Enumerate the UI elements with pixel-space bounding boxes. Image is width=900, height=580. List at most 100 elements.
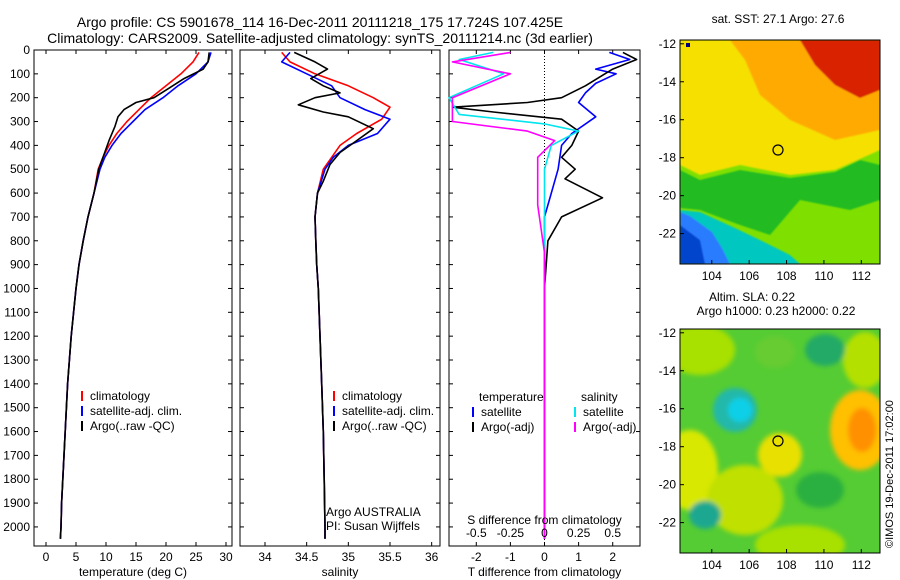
sla-map-lat-label: -20: [659, 478, 677, 492]
sst-map-lon-label: 110: [814, 269, 833, 283]
legend-salinity-label: satellite: [583, 405, 624, 419]
sla-map-lat-label: -14: [659, 364, 677, 378]
difference-profile-line-t-satellite: [543, 51, 631, 539]
sst-map-lat-label: -18: [659, 151, 677, 165]
sla-map-lon-label: 112: [852, 558, 871, 572]
salinity-profile-line-argo-raw-qc: [293, 51, 375, 539]
sst-map-lat-label: -22: [659, 227, 677, 241]
depth-tick-label: 1100: [4, 305, 30, 319]
sst-land-cell: [686, 43, 690, 47]
temperature-profile-xtick-label: 25: [189, 550, 203, 564]
salinity-profile-legend-label: Argo(..raw -QC): [342, 419, 427, 433]
temperature-panel: 0 5 10 15 20 25 30 temperature (deg C) 0 100 200 30…: [3, 43, 233, 579]
difference-profile-xtick-label: 1: [575, 550, 582, 564]
depth-tick-label: 200: [10, 91, 30, 105]
depth-tick-label: 1300: [3, 353, 30, 367]
difference-profile-xtick-label: 2: [609, 550, 616, 564]
depth-tick-label: 300: [10, 115, 30, 129]
salinity-annotation-line: PI: Susan Wijffels: [326, 519, 420, 533]
temperature-profile-xtick-label: 5: [73, 550, 80, 564]
temperature-profile-legend-label: Argo(..raw -QC): [90, 419, 175, 433]
depth-tick-label: 1900: [3, 496, 30, 510]
sla-map-lat-label: -12: [659, 326, 677, 340]
legend-temperature-label: Argo(-adj): [481, 420, 534, 434]
salinity-profile-xtick-label: 34: [258, 550, 272, 564]
salinity-annotation-line: Argo AUSTRALIA: [326, 505, 421, 519]
sst-map-lat-label: -14: [659, 75, 677, 89]
salinity-profile-xtick-label: 35.5: [378, 550, 402, 564]
sla-map-lat-label: -22: [659, 516, 677, 530]
difference-profile-line-t-argo-adj: [451, 51, 638, 539]
legend-salinity-heading: salinity: [581, 390, 618, 404]
sst-map-lat-label: -20: [659, 189, 677, 203]
depth-tick-label: 0: [23, 43, 30, 57]
sla-argo-marker: [772, 435, 784, 447]
salinity-profile-xtick-label: 35: [342, 550, 356, 564]
sdiff-tick-label: 0.25: [567, 526, 591, 540]
sla-map-lat-label: -16: [659, 402, 677, 416]
salinity-profile-legend-label: climatology: [342, 389, 402, 403]
salinity-panel: 34 34.5 35 35.5 36 salinity climatologysatelli…: [239, 49, 441, 579]
sst-map-lat-label: -16: [659, 113, 677, 127]
difference-profile-xlabel: T difference from climatology: [468, 565, 622, 579]
depth-tick-label: 500: [10, 162, 30, 176]
depth-tick-label: 800: [10, 234, 30, 248]
sst-map-lon-label: 106: [739, 269, 759, 283]
difference-profile-line-s-argo-adj: [451, 51, 556, 539]
sla-map-lon-label: 110: [814, 558, 833, 572]
sst-map: sat. SST: 27.1 Argo: 27.6 104 106 108 110 11…: [659, 12, 881, 283]
sst-map-lon-label: 112: [852, 269, 871, 283]
depth-tick-label: 1700: [3, 448, 30, 462]
temperature-profile-line-satellite-adj-clim: [59, 52, 212, 539]
title-line-2: Climatology: CARS2009. Satellite-adjuste…: [47, 30, 593, 46]
sdiff-tick-label: -0.5: [466, 526, 487, 540]
difference-profile-xtick-label: 0: [541, 550, 548, 564]
difference-profile-xtick-label: -1: [505, 550, 516, 564]
salinity-profile-line-climatology: [281, 51, 391, 539]
depth-tick-label: 1500: [3, 401, 30, 415]
sla-map-lat-label: -18: [659, 440, 677, 454]
sst-map-lon-label: 108: [777, 269, 797, 283]
salinity-profile-xtick-label: 34.5: [295, 550, 319, 564]
salinity-profile-xlabel: salinity: [322, 565, 359, 579]
temperature-profile-xtick-label: 0: [43, 550, 50, 564]
temperature-profile-xtick-label: 15: [129, 550, 143, 564]
sdiff-axis-label: S difference from climatology: [467, 513, 622, 527]
temperature-profile-xtick-label: 10: [99, 550, 113, 564]
sla-field: [680, 329, 880, 553]
sst-map-frame: [679, 39, 881, 265]
temperature-profile-xtick-label: 20: [159, 550, 173, 564]
sst-argo-marker: [772, 144, 784, 156]
sst-map-title: sat. SST: 27.1 Argo: 27.6: [712, 12, 845, 26]
temperature-profile-xlabel: temperature (deg C): [79, 565, 187, 579]
sla-map: Altim. SLA: 0.22 Argo h1000: 0.23 h2000:…: [659, 290, 881, 572]
temperature-profile-line-argo-raw-qc: [59, 52, 210, 539]
salinity-profile-line-satellite-adj-clim: [280, 51, 391, 539]
sdiff-tick-label: 0: [541, 526, 548, 540]
difference-profile-xtick-label: -2: [471, 550, 482, 564]
sla-map-lon-label: 108: [777, 558, 797, 572]
sla-map-title: Altim. SLA: 0.22: [709, 290, 795, 304]
difference-panel: -2 -1 0 1 2T difference from climatology -0.5…: [448, 49, 641, 579]
legend-salinity-label: Argo(-adj): [583, 420, 636, 434]
temperature-profile-legend-label: satellite-adj. clim.: [90, 404, 182, 418]
credit-text: ©IMOS 19-Dec-2011 17:02:00: [884, 400, 896, 548]
depth-tick-label: 900: [10, 258, 30, 272]
sdiff-tick-label: -0.25: [497, 526, 525, 540]
depth-tick-label: 2000: [3, 520, 30, 534]
depth-tick-label: 1000: [3, 281, 30, 295]
sdiff-tick-label: 0.5: [604, 526, 621, 540]
sla-map-lon-label: 104: [702, 558, 722, 572]
depth-tick-label: 400: [10, 138, 30, 152]
temperature-profile-frame: [33, 49, 233, 547]
legend-temperature-label: satellite: [481, 405, 522, 419]
salinity-profile-legend-label: satellite-adj. clim.: [342, 404, 434, 418]
legend-temperature-heading: temperature: [479, 390, 544, 404]
sst-field: [680, 40, 880, 264]
depth-tick-label: 1200: [3, 329, 30, 343]
depth-tick-label: 100: [10, 67, 30, 81]
sla-map-subtitle: Argo h1000: 0.23 h2000: 0.22: [697, 304, 856, 318]
depth-tick-label: 1400: [3, 377, 30, 391]
depth-tick-label: 600: [10, 186, 30, 200]
